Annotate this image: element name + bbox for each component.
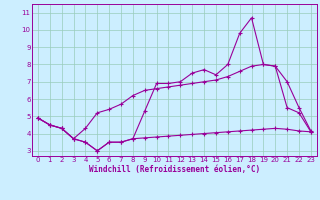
X-axis label: Windchill (Refroidissement éolien,°C): Windchill (Refroidissement éolien,°C) [89, 165, 260, 174]
